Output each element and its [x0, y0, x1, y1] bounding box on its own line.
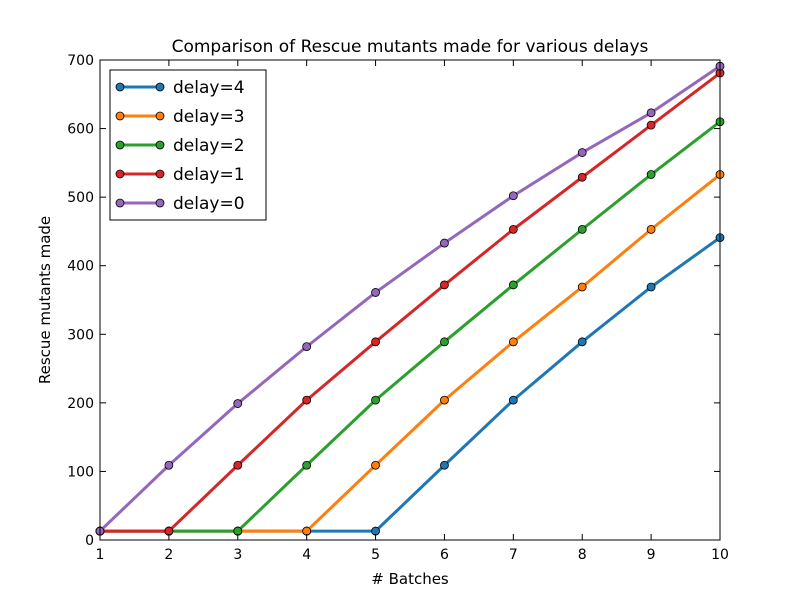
series-line [100, 173, 721, 533]
data-point [371, 460, 380, 470]
x-tick-label: 8 [578, 547, 587, 563]
y-tick-label: 600 [67, 122, 94, 138]
x-tick-label: 2 [164, 547, 173, 563]
data-point [508, 280, 518, 290]
legend-marker [115, 140, 125, 150]
x-tick-label: 5 [371, 547, 380, 563]
data-point [508, 395, 518, 405]
legend-item: delay=4 [115, 78, 245, 98]
legend-marker [115, 111, 125, 121]
data-point [646, 282, 656, 292]
data-point [577, 224, 587, 234]
x-axis-label: # Batches [371, 570, 449, 588]
series-delay-0 [95, 61, 725, 536]
data-point [233, 526, 243, 536]
data-point [440, 280, 449, 290]
data-point [440, 460, 449, 470]
data-point [371, 337, 380, 347]
y-axis: 0 100 200 300 400 500 600 700 [67, 53, 720, 549]
series-line [100, 236, 721, 533]
data-point [577, 172, 587, 182]
x-axis: 1 2 3 4 5 6 7 8 9 10 [96, 60, 729, 563]
legend-marker [155, 111, 165, 121]
data-point [302, 395, 312, 405]
data-point [440, 238, 449, 248]
legend-item: delay=0 [115, 194, 245, 214]
legend-label: delay=3 [173, 107, 245, 127]
legend-label: delay=1 [173, 165, 245, 185]
legend-marker [155, 169, 165, 179]
x-tick-label: 1 [96, 547, 105, 563]
series-line [98, 64, 721, 533]
y-tick-label: 300 [67, 327, 94, 343]
data-point [646, 170, 656, 179]
y-tick-label: 700 [67, 53, 94, 69]
legend-marker [115, 169, 125, 179]
y-tick-label: 500 [67, 190, 94, 206]
legend-item: delay=3 [115, 107, 245, 127]
data-point [508, 224, 518, 234]
data-point [233, 460, 243, 470]
y-tick-label: 400 [67, 259, 94, 275]
legend-marker [155, 82, 165, 92]
legend-label: delay=0 [173, 194, 245, 214]
legend-item: delay=2 [115, 136, 245, 156]
y-tick-label: 0 [85, 533, 94, 549]
y-tick-label: 100 [67, 464, 94, 480]
series-delay-2 [95, 117, 725, 536]
y-tick-label: 200 [67, 396, 94, 412]
plot-area [95, 61, 725, 536]
data-point [302, 526, 312, 536]
data-point [302, 342, 312, 352]
data-point [164, 526, 174, 536]
x-tick-label: 6 [440, 547, 449, 563]
data-point [646, 120, 656, 130]
series-delay-3 [95, 170, 725, 536]
series-delay-4 [95, 233, 725, 536]
legend-label: delay=4 [173, 78, 245, 98]
x-tick-label: 4 [302, 547, 311, 563]
data-point [577, 148, 587, 157]
data-point [371, 395, 380, 405]
data-point [164, 460, 174, 470]
legend-label: delay=2 [173, 136, 245, 156]
data-point [577, 337, 587, 347]
chart-title: Comparison of Rescue mutants made for va… [172, 37, 649, 57]
data-point [508, 337, 518, 347]
legend: delay=4 delay=3 delay=2 delay=1 delay=0 [109, 69, 267, 221]
plot-frame [99, 59, 721, 541]
data-point [646, 224, 656, 234]
y-axis-label: Rescue mutants made [36, 216, 54, 384]
legend-item: delay=1 [115, 165, 245, 185]
data-point [577, 282, 587, 292]
legend-marker [115, 198, 125, 208]
legend-marker [115, 82, 125, 92]
data-point [371, 526, 380, 536]
legend-marker [155, 198, 165, 208]
x-tick-label: 3 [233, 547, 242, 563]
data-point [440, 337, 449, 347]
series-line [100, 71, 721, 533]
x-tick-label: 9 [647, 547, 656, 563]
data-point [508, 191, 518, 201]
data-point [233, 399, 243, 408]
data-point [646, 108, 656, 118]
legend-marker [155, 140, 165, 150]
x-tick-label: 7 [509, 547, 518, 563]
x-tick-label: 10 [711, 547, 729, 563]
data-point [302, 460, 312, 470]
series-line [100, 120, 721, 533]
data-point [371, 288, 380, 297]
data-point [440, 395, 449, 405]
